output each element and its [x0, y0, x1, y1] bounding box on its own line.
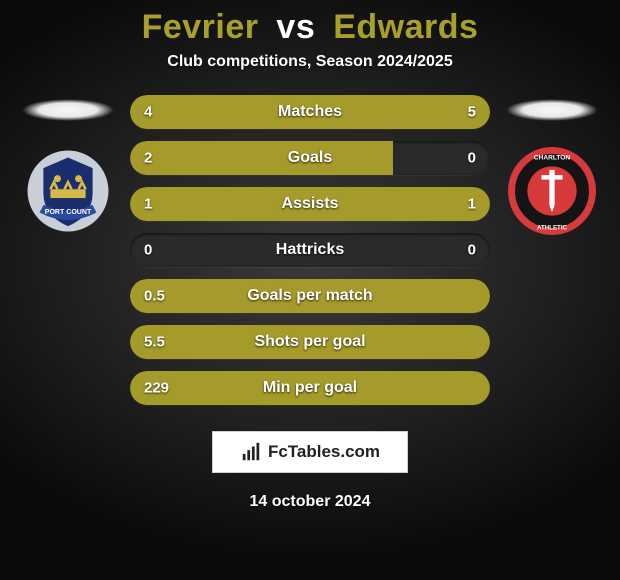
player1-name: Fevrier	[142, 8, 259, 46]
branding-badge[interactable]: FcTables.com	[212, 431, 408, 473]
page-title: Fevrier vs Edwards	[0, 8, 620, 47]
stat-label: Hattricks	[276, 241, 344, 259]
value-right: 0	[468, 242, 476, 259]
stat-row: 0.5 Goals per match	[130, 279, 490, 313]
value-right: 0	[468, 150, 476, 167]
value-left: 4	[144, 104, 152, 121]
stat-row: 4 5 Matches	[130, 95, 490, 129]
stat-bars: 4 5 Matches 2 0 Goals 1 1 Assists 0 0 Hattricks 0.5 G…	[130, 95, 490, 405]
subtitle: Club competitions, Season 2024/2025	[0, 53, 620, 71]
right-side: CHARLTON ATHLETIC	[502, 95, 602, 235]
svg-text:CHARLTON: CHARLTON	[534, 154, 571, 161]
value-right: 1	[468, 196, 476, 213]
left-side: PORT COUNT	[18, 95, 118, 235]
stat-row: 5.5 Shots per goal	[130, 325, 490, 359]
vs-text: vs	[276, 8, 315, 46]
stat-label: Min per goal	[263, 379, 357, 397]
fill-left	[130, 141, 393, 175]
branding-chart-icon	[240, 441, 262, 463]
value-left: 2	[144, 150, 152, 167]
stat-label: Shots per goal	[254, 333, 365, 351]
branding-text: FcTables.com	[268, 442, 380, 462]
stat-row: 2 0 Goals	[130, 141, 490, 175]
value-left: 0	[144, 242, 152, 259]
stat-row: 1 1 Assists	[130, 187, 490, 221]
svg-text:ATHLETIC: ATHLETIC	[537, 225, 568, 232]
player2-name: Edwards	[333, 8, 478, 46]
main-layout: PORT COUNT 4 5 Matches 2 0 Goals 1 1 Assists 0 0 Ha…	[0, 95, 620, 405]
stat-label: Matches	[278, 103, 342, 121]
footer-date: 14 october 2024	[0, 493, 620, 511]
svg-text:PORT COUNT: PORT COUNT	[45, 209, 92, 216]
player2-avatar-placeholder	[506, 99, 598, 121]
value-left: 1	[144, 196, 152, 213]
stat-label: Goals	[288, 149, 332, 167]
value-left: 0.5	[144, 288, 165, 305]
value-left: 229	[144, 380, 169, 397]
player1-avatar-placeholder	[22, 99, 114, 121]
value-left: 5.5	[144, 334, 165, 351]
team-left-crest-icon: PORT COUNT	[24, 147, 112, 235]
stat-row: 229 Min per goal	[130, 371, 490, 405]
stat-label: Assists	[282, 195, 339, 213]
stat-row: 0 0 Hattricks	[130, 233, 490, 267]
team-right-crest-icon: CHARLTON ATHLETIC	[508, 147, 596, 235]
value-right: 5	[468, 104, 476, 121]
stat-label: Goals per match	[247, 287, 372, 305]
content: Fevrier vs Edwards Club competitions, Se…	[0, 0, 620, 580]
